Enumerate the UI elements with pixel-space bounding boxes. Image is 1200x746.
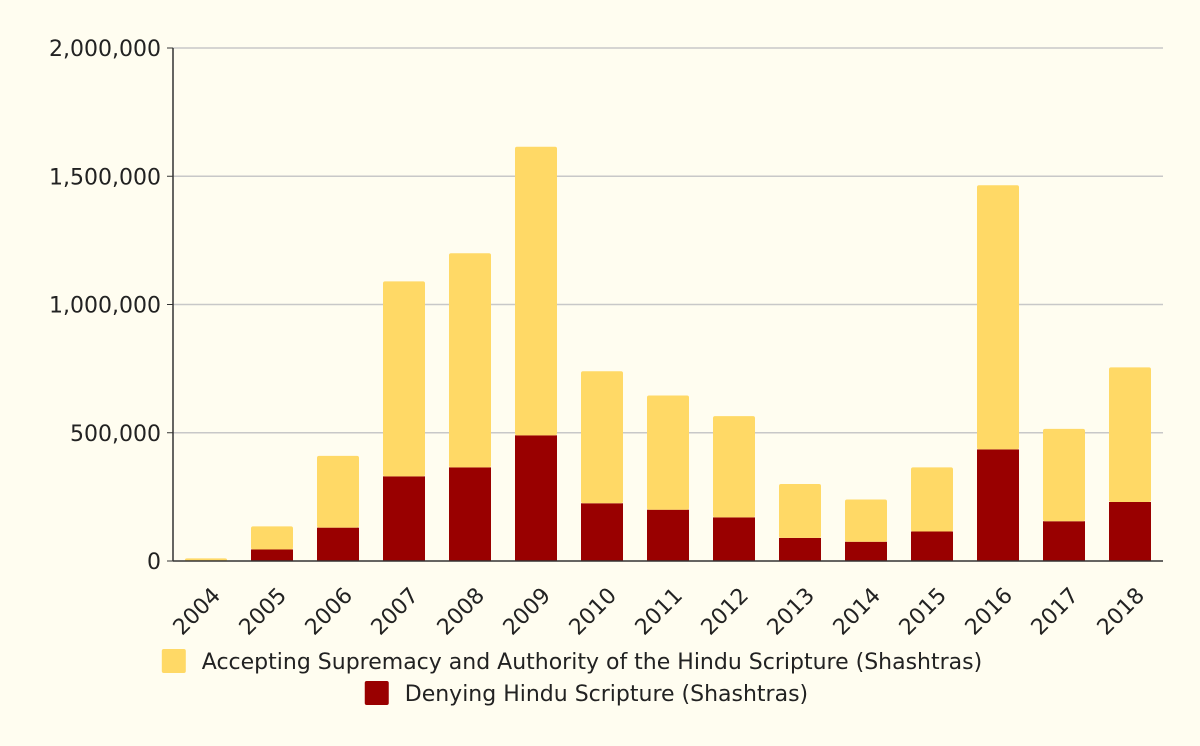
y-tick-label: 1,500,000 xyxy=(49,165,161,190)
bar-segment-2016-series-2[interactable] xyxy=(977,185,1019,450)
bar-segment-2016-series-1[interactable] xyxy=(977,449,1019,561)
legend-item-1[interactable]: Accepting Supremacy and Authority of the… xyxy=(161,649,982,675)
bar-segment-2017-series-2[interactable] xyxy=(1043,428,1085,522)
bar-segment-2011-series-1[interactable] xyxy=(647,509,689,561)
bar-segment-2013-series-2[interactable] xyxy=(779,484,821,538)
bar-layer xyxy=(185,146,1151,561)
legend-label: Denying Hindu Scripture (Shashtras) xyxy=(405,682,808,707)
bar-segment-2011-series-2[interactable] xyxy=(647,395,689,510)
legend: Accepting Supremacy and Authority of the… xyxy=(161,649,982,707)
x-tick-label: 2011 xyxy=(631,583,688,640)
x-tick-label: 2004 xyxy=(169,583,226,640)
y-tick-label: 500,000 xyxy=(70,422,161,447)
bar-segment-2010-series-1[interactable] xyxy=(581,503,623,561)
bar-segment-2007-series-2[interactable] xyxy=(383,281,425,477)
bar-segment-2006-series-2[interactable] xyxy=(317,455,359,528)
bar-segment-2018-series-1[interactable] xyxy=(1109,502,1151,561)
bar-segment-2012-series-1[interactable] xyxy=(713,517,755,561)
bar-segment-2005-series-1[interactable] xyxy=(251,549,293,561)
legend-swatch xyxy=(364,681,389,705)
bar-segment-2013-series-1[interactable] xyxy=(779,537,821,561)
x-tick-label: 2005 xyxy=(235,583,292,640)
bar-segment-2009-series-1[interactable] xyxy=(515,435,557,561)
x-tick-label: 2018 xyxy=(1093,583,1150,640)
bar-segment-2007-series-1[interactable] xyxy=(383,476,425,561)
bar-segment-2012-series-2[interactable] xyxy=(713,416,755,518)
bar-segment-2015-series-1[interactable] xyxy=(911,531,953,561)
bar-segment-2005-series-2[interactable] xyxy=(251,526,293,550)
x-tick-label: 2008 xyxy=(433,583,490,640)
bar-segment-2018-series-2[interactable] xyxy=(1109,367,1151,503)
x-tick-label: 2016 xyxy=(961,583,1018,640)
y-tick-label: 1,000,000 xyxy=(49,294,161,319)
bar-segment-2014-series-1[interactable] xyxy=(845,541,887,561)
x-tick-label: 2006 xyxy=(301,583,358,640)
legend-item-2[interactable]: Denying Hindu Scripture (Shashtras) xyxy=(364,681,808,707)
x-tick-label: 2013 xyxy=(763,583,820,640)
x-tick-label: 2010 xyxy=(565,583,622,640)
bar-segment-2015-series-2[interactable] xyxy=(911,467,953,532)
bar-segment-2014-series-2[interactable] xyxy=(845,499,887,542)
legend-label: Accepting Supremacy and Authority of the… xyxy=(202,650,982,675)
x-tick-label: 2009 xyxy=(499,583,556,640)
bar-segment-2006-series-1[interactable] xyxy=(317,527,359,561)
x-tick-label: 2012 xyxy=(697,583,754,640)
x-tick-label: 2015 xyxy=(895,583,952,640)
bar-segment-2017-series-1[interactable] xyxy=(1043,521,1085,561)
x-tick-label: 2007 xyxy=(367,583,424,640)
bar-segment-2010-series-2[interactable] xyxy=(581,371,623,504)
bar-segment-2009-series-2[interactable] xyxy=(515,146,557,436)
x-tick-label: 2017 xyxy=(1027,583,1084,640)
x-tick-label: 2014 xyxy=(829,583,886,640)
bar-segment-2008-series-1[interactable] xyxy=(449,467,491,561)
legend-swatch xyxy=(161,649,186,673)
y-tick-label: 0 xyxy=(147,550,161,575)
bar-segment-2008-series-2[interactable] xyxy=(449,253,491,468)
y-tick-label: 2,000,000 xyxy=(49,37,161,62)
